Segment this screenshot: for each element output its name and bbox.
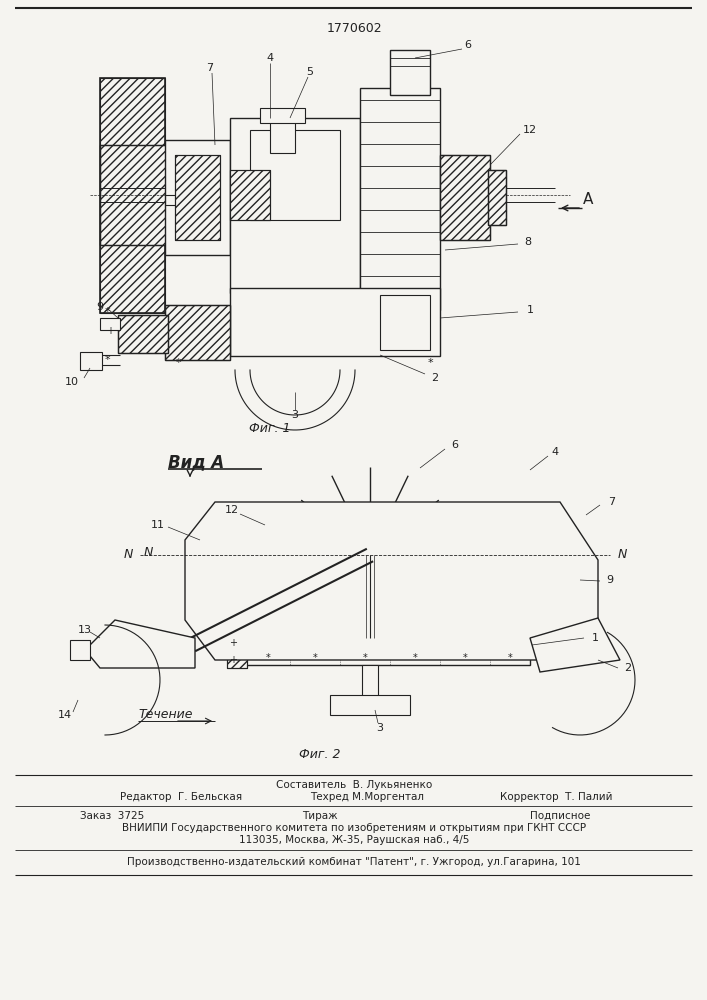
Bar	[440, 155, 490, 240]
Text: 4: 4	[267, 53, 274, 63]
Text: А: А	[583, 192, 593, 208]
Bar	[100, 78, 165, 313]
Text: 5: 5	[307, 67, 313, 77]
Bar	[250, 130, 340, 220]
Bar	[230, 170, 270, 220]
Text: 13: 13	[78, 625, 92, 635]
Text: Подписное: Подписное	[530, 811, 590, 821]
Text: 6: 6	[452, 440, 459, 450]
Bar	[258, 330, 313, 355]
Bar	[488, 170, 506, 225]
Bar	[362, 665, 378, 705]
Text: Составитель  В. Лукьяненко: Составитель В. Лукьяненко	[276, 780, 432, 790]
Text: 3: 3	[291, 410, 298, 420]
Bar	[118, 315, 168, 353]
Text: 14: 14	[58, 710, 72, 720]
Text: 9: 9	[96, 302, 103, 312]
Text: *: *	[427, 358, 433, 368]
Text: *: *	[312, 652, 317, 662]
Bar	[100, 145, 180, 245]
Bar	[227, 635, 247, 668]
Bar	[245, 638, 530, 665]
Text: 9: 9	[607, 575, 614, 585]
Bar	[100, 318, 120, 330]
Bar	[227, 635, 247, 668]
Bar	[488, 170, 506, 225]
Bar	[360, 88, 440, 310]
Bar	[230, 288, 440, 356]
Text: Заказ  3725: Заказ 3725	[80, 811, 144, 821]
Bar	[440, 155, 490, 240]
Bar	[165, 140, 230, 255]
Text: 2: 2	[624, 663, 631, 673]
Text: 7: 7	[609, 497, 616, 507]
Bar	[230, 118, 360, 293]
Text: 12: 12	[523, 125, 537, 135]
Polygon shape	[185, 502, 598, 660]
Text: 7: 7	[206, 63, 214, 73]
Bar	[175, 155, 220, 240]
Text: 3: 3	[377, 723, 383, 733]
Text: *: *	[363, 652, 368, 662]
Bar	[270, 118, 295, 153]
Text: Вид А: Вид А	[168, 453, 224, 471]
Text: N: N	[144, 546, 153, 558]
Text: *: *	[413, 652, 417, 662]
Text: 4: 4	[551, 447, 559, 457]
Text: N: N	[618, 548, 627, 562]
Text: +: +	[106, 326, 114, 336]
Bar	[390, 50, 430, 95]
Text: 10: 10	[65, 377, 79, 387]
Text: Редактор  Г. Бельская: Редактор Г. Бельская	[120, 792, 242, 802]
Bar	[100, 78, 165, 313]
Text: 11: 11	[151, 520, 165, 530]
Text: Фиг. 2: Фиг. 2	[299, 748, 341, 762]
Text: 8: 8	[525, 237, 532, 247]
Bar	[100, 145, 180, 245]
Bar	[230, 170, 270, 220]
Bar	[80, 352, 102, 370]
Circle shape	[360, 545, 380, 565]
Text: Течение: Течение	[138, 708, 192, 722]
Bar	[118, 315, 168, 353]
Bar	[70, 640, 90, 660]
Text: 2: 2	[431, 373, 438, 383]
Bar	[380, 295, 430, 350]
Text: 12: 12	[225, 505, 239, 515]
Text: Корректор  Т. Палий: Корректор Т. Палий	[500, 792, 612, 802]
Text: *: *	[104, 307, 110, 317]
Polygon shape	[530, 618, 620, 672]
Bar	[330, 695, 410, 715]
Text: *: *	[508, 652, 513, 662]
Text: +: +	[229, 655, 237, 665]
Bar	[260, 108, 305, 123]
Polygon shape	[85, 620, 195, 668]
Text: *: *	[175, 358, 181, 368]
Text: *: *	[266, 652, 270, 662]
Text: 113035, Москва, Ж-35, Раушская наб., 4/5: 113035, Москва, Ж-35, Раушская наб., 4/5	[239, 835, 469, 845]
Bar	[165, 305, 230, 360]
Text: Тираж: Тираж	[302, 811, 338, 821]
Text: +: +	[229, 638, 237, 648]
Bar	[278, 292, 293, 332]
Text: *: *	[462, 652, 467, 662]
Text: 1: 1	[592, 633, 599, 643]
Text: 1770602: 1770602	[326, 21, 382, 34]
Bar	[175, 155, 220, 240]
Text: Фиг. 1: Фиг. 1	[250, 422, 291, 434]
Text: *: *	[104, 355, 110, 365]
Text: 6: 6	[464, 40, 472, 50]
Bar	[165, 305, 230, 360]
Text: 1: 1	[527, 305, 534, 315]
Text: Производственно-издательский комбинат "Патент", г. Ужгород, ул.Гагарина, 101: Производственно-издательский комбинат "П…	[127, 857, 581, 867]
Text: ВНИИПИ Государственного комитета по изобретениям и открытиям при ГКНТ СССР: ВНИИПИ Государственного комитета по изоб…	[122, 823, 586, 833]
Text: Техред М.Моргентал: Техред М.Моргентал	[310, 792, 424, 802]
Bar	[258, 330, 313, 355]
Text: N: N	[124, 548, 133, 562]
